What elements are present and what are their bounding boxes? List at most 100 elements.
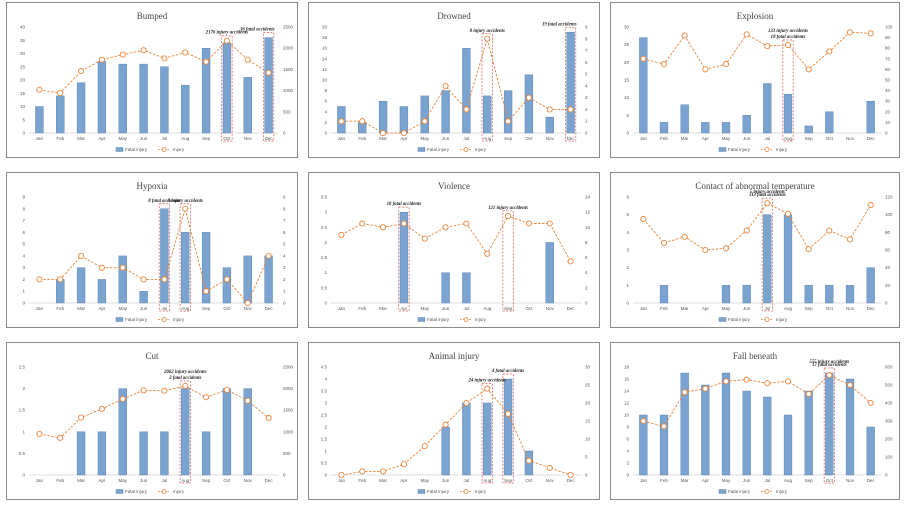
injury-line [642, 202, 872, 251]
month-label: Jan [338, 478, 346, 483]
highlight-box [179, 203, 191, 312]
month-label: Jan [338, 136, 346, 141]
month-label: Jan [36, 478, 44, 483]
bar [804, 390, 813, 476]
right-tick-label: 40 [885, 265, 891, 270]
bar [866, 100, 875, 134]
left-tick-label: 0 [626, 131, 629, 136]
injury-point [505, 410, 512, 417]
left-tick-label: 2 [626, 461, 629, 466]
bar [825, 372, 834, 476]
legend-line-label: Injury [776, 147, 788, 152]
left-tick-label: 0 [324, 131, 327, 136]
bar [97, 279, 107, 304]
legend-bar-swatch [417, 489, 426, 494]
month-label: Feb [56, 136, 64, 141]
right-tick-label: 90 [885, 35, 891, 40]
right-tick-label: 7 [585, 48, 588, 53]
left-tick-label: 14 [322, 56, 328, 61]
bar [783, 414, 793, 476]
injury-point [161, 55, 168, 62]
injury-point [203, 288, 210, 295]
injury-point [722, 245, 730, 252]
injury-point [660, 423, 668, 430]
injury-point [57, 90, 64, 97]
bar [181, 232, 190, 304]
injury-point [846, 29, 854, 36]
injury-point [98, 405, 105, 412]
right-tick-label: 3 [283, 265, 286, 270]
month-label: Apr [400, 306, 408, 311]
injury-point [484, 385, 491, 392]
month-label: Mar [379, 478, 387, 483]
injury-point [826, 227, 833, 234]
legend-line-label: Injury [776, 489, 788, 494]
legend-bar-swatch [718, 147, 727, 152]
bar [76, 267, 86, 304]
bar [222, 42, 232, 134]
right-tick-label: 20 [885, 283, 891, 288]
left-tick-label: 3.5 [321, 389, 328, 394]
legend-bar-swatch [417, 317, 426, 322]
right-tick-label: 1000 [283, 88, 294, 93]
month-label: Jul [464, 478, 470, 483]
right-tick-label: 1 [585, 119, 588, 124]
injury-point [484, 250, 491, 257]
injury-point [846, 381, 854, 389]
right-tick-label: 300 [885, 419, 893, 424]
month-label: Dec [265, 306, 274, 311]
month-label: Jun [743, 306, 751, 311]
bar [825, 285, 834, 304]
bar [659, 285, 669, 304]
legend-bar-label: Fatal injury [427, 489, 450, 494]
right-tick-label: 40 [885, 88, 891, 93]
legend-line-marker [764, 317, 770, 322]
month-label: Feb [660, 306, 668, 311]
bar [763, 396, 772, 476]
month-label: Nov [846, 306, 855, 311]
month-label: Jul [764, 136, 770, 141]
right-tick-label: 7 [283, 218, 286, 223]
right-tick-label: 0 [283, 301, 286, 306]
month-label: May [420, 136, 429, 141]
injury-point [182, 382, 189, 389]
injury-point [826, 48, 833, 55]
month-label: Sep [504, 478, 513, 483]
left-tick-label: 0.5 [321, 285, 328, 290]
injury-point [764, 43, 771, 50]
month-label: Jun [743, 478, 751, 483]
month-label: Jun [442, 136, 450, 141]
left-tick-label: 8 [22, 206, 25, 211]
injury-point [223, 386, 230, 393]
highlight-box [823, 367, 835, 484]
injury-point [784, 41, 792, 49]
highlight-box [481, 33, 493, 142]
highlight-label: 2176 injury accidents [205, 31, 249, 36]
right-tick-label: 4 [585, 83, 588, 88]
bar [181, 388, 190, 476]
month-label: Jul [162, 478, 168, 483]
left-tick-label: 2.5 [321, 225, 328, 230]
right-tick-label: 30 [885, 99, 891, 104]
injury-point [119, 264, 126, 271]
injury-point [640, 417, 647, 425]
left-tick-label: 5 [626, 113, 629, 118]
month-label: Feb [358, 306, 366, 311]
chart-panel-violence: Violence 0 0.5 1 1.5 2 2.5 3 3.5 0 2 4 6 8 10 12 14 Jan F… [308, 172, 600, 328]
legend-line-label: Injury [776, 317, 788, 322]
injury-line [39, 207, 269, 304]
injury-line [39, 385, 269, 439]
left-tick-label: 12 [624, 401, 630, 406]
month-label: Feb [56, 478, 64, 483]
injury-point [784, 378, 792, 385]
bar [139, 63, 148, 134]
injury-point [867, 201, 874, 209]
injury-point [161, 387, 168, 394]
legend-line-marker [161, 317, 167, 322]
month-label: Jan [36, 136, 44, 141]
injury-point [36, 86, 43, 93]
left-tick-label: 1 [324, 449, 327, 454]
left-tick-label: 3 [626, 248, 629, 253]
month-label: Oct [525, 136, 533, 141]
bar [222, 267, 232, 304]
